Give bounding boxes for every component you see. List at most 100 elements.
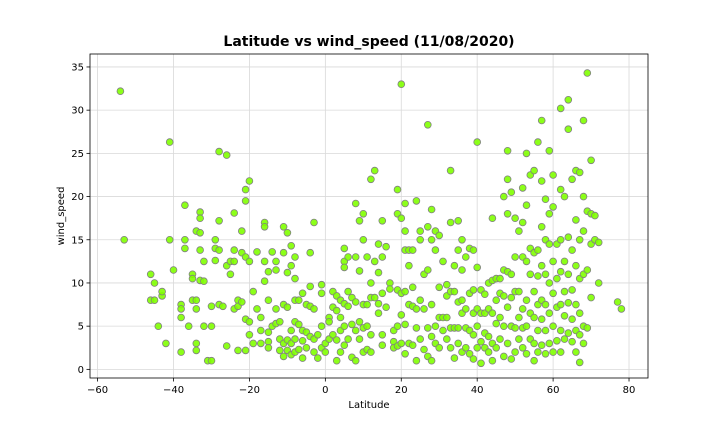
data-point bbox=[503, 147, 512, 155]
data-point bbox=[408, 246, 417, 254]
data-point bbox=[196, 214, 204, 223]
data-point bbox=[450, 261, 459, 270]
data-point bbox=[412, 197, 421, 205]
data-point bbox=[310, 348, 318, 356]
data-point bbox=[234, 346, 242, 355]
data-point bbox=[613, 298, 622, 306]
y-tick-label: 0 bbox=[78, 365, 84, 376]
data-point bbox=[264, 267, 273, 276]
data-point bbox=[503, 175, 512, 184]
data-point bbox=[317, 280, 326, 289]
data-point bbox=[423, 223, 432, 231]
data-point bbox=[298, 336, 307, 345]
data-point bbox=[416, 227, 425, 235]
data-point bbox=[291, 274, 299, 283]
data-point bbox=[507, 293, 516, 302]
data-point bbox=[351, 199, 360, 208]
data-point bbox=[256, 313, 265, 322]
data-point bbox=[556, 300, 565, 309]
y-tick-label: 35 bbox=[71, 62, 84, 73]
data-point bbox=[503, 339, 512, 348]
data-point bbox=[211, 256, 220, 265]
data-point bbox=[241, 185, 250, 194]
data-point bbox=[484, 332, 493, 341]
data-point bbox=[184, 322, 193, 331]
data-point bbox=[200, 322, 208, 331]
data-point bbox=[439, 257, 447, 266]
data-point bbox=[556, 326, 565, 335]
data-point bbox=[351, 356, 360, 365]
data-point bbox=[355, 267, 364, 275]
data-point bbox=[518, 343, 527, 352]
data-point bbox=[272, 305, 280, 313]
data-point bbox=[461, 305, 470, 313]
data-point bbox=[545, 309, 554, 318]
data-point bbox=[367, 175, 375, 184]
data-point bbox=[245, 177, 254, 185]
data-point bbox=[530, 313, 538, 322]
data-point bbox=[298, 289, 307, 298]
data-point bbox=[291, 335, 299, 343]
data-point bbox=[420, 305, 428, 313]
data-point bbox=[378, 341, 387, 350]
data-point bbox=[469, 355, 478, 363]
data-point bbox=[412, 356, 421, 365]
data-point bbox=[530, 356, 538, 365]
data-point bbox=[560, 335, 569, 343]
data-point bbox=[310, 305, 318, 313]
data-point bbox=[359, 236, 368, 244]
data-point bbox=[344, 335, 352, 343]
data-point bbox=[253, 248, 261, 256]
data-point bbox=[279, 352, 288, 361]
data-point bbox=[245, 317, 254, 326]
data-point bbox=[469, 330, 478, 339]
data-point bbox=[442, 335, 451, 343]
data-point bbox=[522, 149, 531, 158]
data-point bbox=[298, 354, 307, 362]
data-point bbox=[545, 240, 554, 248]
data-point bbox=[207, 322, 216, 331]
data-point bbox=[287, 326, 296, 335]
data-point bbox=[177, 305, 185, 313]
data-point bbox=[458, 236, 466, 244]
x-tick-label: 40 bbox=[471, 385, 484, 396]
data-point bbox=[522, 322, 531, 331]
data-point bbox=[591, 211, 599, 220]
data-point bbox=[473, 343, 482, 352]
data-point bbox=[317, 322, 326, 331]
data-point bbox=[469, 286, 478, 294]
data-point bbox=[556, 267, 565, 276]
data-point bbox=[423, 266, 432, 274]
data-point bbox=[215, 147, 223, 156]
data-point bbox=[272, 257, 280, 266]
data-point bbox=[401, 199, 409, 208]
data-point bbox=[222, 151, 231, 159]
data-point bbox=[370, 257, 379, 266]
data-point bbox=[423, 324, 432, 332]
data-point bbox=[549, 322, 557, 331]
data-point bbox=[518, 218, 527, 227]
data-point bbox=[378, 253, 387, 261]
data-point bbox=[579, 192, 588, 201]
data-point bbox=[363, 300, 371, 309]
data-point bbox=[306, 282, 315, 291]
data-point bbox=[420, 345, 428, 354]
data-point bbox=[230, 209, 239, 217]
x-tick-label: −40 bbox=[163, 385, 184, 396]
data-point bbox=[537, 261, 546, 270]
data-point bbox=[579, 116, 588, 125]
data-point bbox=[549, 171, 557, 179]
data-point bbox=[499, 192, 508, 201]
data-point bbox=[556, 348, 565, 356]
data-point bbox=[572, 261, 580, 270]
data-point bbox=[499, 292, 508, 300]
data-point bbox=[158, 287, 166, 296]
data-point bbox=[344, 287, 352, 296]
data-point bbox=[446, 166, 455, 175]
data-point bbox=[351, 253, 360, 261]
data-point bbox=[287, 242, 296, 250]
data-point bbox=[332, 306, 341, 315]
data-point bbox=[594, 238, 603, 247]
data-point bbox=[541, 195, 550, 204]
